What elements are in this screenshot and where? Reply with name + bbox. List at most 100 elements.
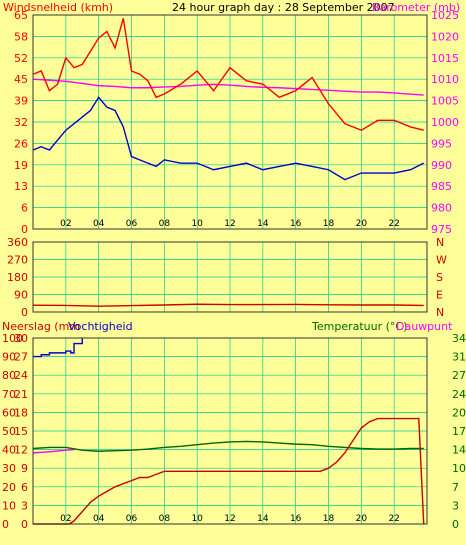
temperature-tick-label: 17 xyxy=(452,425,466,438)
rain-tick-label: 6 xyxy=(21,481,28,494)
dewpoint-axis-label: Dauwpunt xyxy=(396,320,453,333)
temperature-axis-label: Temperatuur (°C) xyxy=(311,320,407,333)
wind-tick-label: 39 xyxy=(14,95,28,108)
wind-tick-label: 32 xyxy=(14,116,28,129)
hour-tick-label: 20 xyxy=(356,514,368,524)
temperature-tick-label: 3 xyxy=(452,499,459,512)
temperature-tick-label: 10 xyxy=(452,462,466,475)
hour-tick-label: 12 xyxy=(224,514,235,524)
rain-tick-label: 0 xyxy=(21,518,28,531)
direction-tick-label: 90 xyxy=(14,289,28,302)
barometer-tick-label: 1015 xyxy=(431,52,459,65)
chart-title: 24 hour graph day : 28 September 2007 xyxy=(172,1,395,14)
compass-label: E xyxy=(436,289,443,302)
rain-line xyxy=(33,417,425,525)
wind-tick-label: 45 xyxy=(14,73,28,86)
barometer-axis-label: Barometer (mb) xyxy=(372,1,460,14)
temperature-tick-label: 27 xyxy=(452,369,466,382)
rain-tick-label: 9 xyxy=(21,462,28,475)
humidity-tick-label: 100 xyxy=(2,332,23,345)
wind-tick-label: 58 xyxy=(14,30,28,43)
wind-direction-line xyxy=(32,303,424,307)
panel1-grid xyxy=(33,14,428,230)
wind-tick-label: 26 xyxy=(14,137,28,150)
panel3-frame xyxy=(32,337,428,525)
wind-tick-label: 0 xyxy=(21,223,28,236)
barometer-tick-label: 985 xyxy=(431,180,452,193)
rain-tick-label: 3 xyxy=(21,499,28,512)
rain-tick-label: 21 xyxy=(14,388,28,401)
windgust-line xyxy=(32,18,424,132)
hour-tick-label: 22 xyxy=(388,514,399,524)
direction-tick-label: 360 xyxy=(7,236,28,249)
hour-tick-label: 10 xyxy=(191,514,203,524)
humidity-tick-label: 40 xyxy=(2,444,16,457)
hour-tick-label: 14 xyxy=(257,219,269,229)
hour-tick-label: 22 xyxy=(388,219,399,229)
temperature-tick-label: 24 xyxy=(452,388,466,401)
hour-tick-label: 18 xyxy=(323,514,335,524)
temperature-tick-label: 31 xyxy=(452,351,466,364)
hour-tick-label: 02 xyxy=(60,219,71,229)
direction-tick-label: 270 xyxy=(7,254,28,267)
rain-tick-label: 18 xyxy=(14,406,28,419)
panel1-frame xyxy=(32,14,428,230)
humidity-tick-label: 70 xyxy=(2,388,16,401)
direction-tick-label: 0 xyxy=(21,306,28,319)
humidity-tick-label: 0 xyxy=(2,518,9,531)
compass-label: N xyxy=(436,306,444,319)
rain-axis-label: Neerslag (mm xyxy=(2,320,80,333)
rain-tick-label: 27 xyxy=(14,351,28,364)
humidity-tick-label: 90 xyxy=(2,351,16,364)
humidity-tick-label: 10 xyxy=(2,499,16,512)
panel3-grid xyxy=(33,337,428,525)
temperature-tick-label: 34 xyxy=(452,332,466,345)
hour-tick-label: 12 xyxy=(224,219,235,229)
panel2-series xyxy=(32,303,424,307)
barometer-tick-label: 975 xyxy=(431,223,452,236)
barometer-tick-label: 1000 xyxy=(431,116,459,129)
wind-tick-label: 13 xyxy=(14,180,28,193)
hour-tick-label: 04 xyxy=(93,219,105,229)
panel1-series xyxy=(32,18,425,181)
humidity-line xyxy=(33,338,83,358)
temperature-tick-label: 14 xyxy=(452,444,466,457)
rain-tick-label: 24 xyxy=(14,369,28,382)
panel2-grid xyxy=(33,241,428,313)
humidity-tick-label: 50 xyxy=(2,425,16,438)
barometer-tick-label: 980 xyxy=(431,202,452,215)
panel3-series xyxy=(32,338,425,525)
hour-tick-label: 06 xyxy=(126,514,138,524)
hour-tick-label: 10 xyxy=(191,219,203,229)
humidity-tick-label: 20 xyxy=(2,481,16,494)
panel3-ticks: 1009080706050403020100302724211815129630… xyxy=(2,332,466,531)
rain-tick-label: 12 xyxy=(14,444,28,457)
windspeed-line xyxy=(32,96,425,181)
hour-tick-label: 08 xyxy=(159,219,171,229)
temperature-tick-label: 0 xyxy=(452,518,459,531)
barometer-tick-label: 995 xyxy=(431,137,452,150)
compass-label: W xyxy=(436,254,447,267)
compass-label: N xyxy=(436,236,444,249)
hour-tick-label: 18 xyxy=(323,219,335,229)
hour-tick-label: 16 xyxy=(290,514,302,524)
humidity-axis-label: Vochtigheid xyxy=(68,320,133,333)
dewpoint-line xyxy=(32,448,75,454)
hour-tick-label: 06 xyxy=(126,219,138,229)
barometer-tick-label: 990 xyxy=(431,159,452,172)
wind-tick-label: 65 xyxy=(14,9,28,22)
direction-tick-label: 180 xyxy=(7,271,28,284)
wind-tick-label: 19 xyxy=(14,159,28,172)
barometer-tick-label: 1010 xyxy=(431,73,459,86)
barometer-tick-label: 1020 xyxy=(431,30,459,43)
barometer-tick-label: 1025 xyxy=(431,9,459,22)
humidity-tick-label: 30 xyxy=(2,462,16,475)
temperature-tick-label: 7 xyxy=(452,481,459,494)
temperature-line xyxy=(32,440,424,452)
temperature-tick-label: 20 xyxy=(452,406,466,419)
compass-label: S xyxy=(436,271,443,284)
panel2-frame xyxy=(32,241,428,313)
